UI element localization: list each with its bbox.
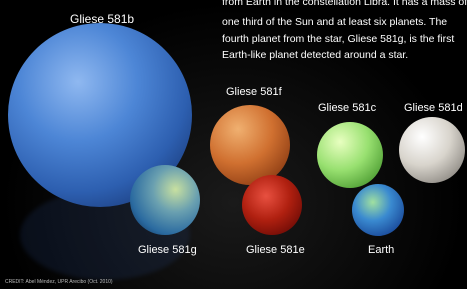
planet-gliese-581d [399,117,465,183]
caption-line: fourth planet from the star, Gliese 581g… [222,33,454,45]
caption-line: from Earth in the constellation Libra. I… [222,0,467,8]
credit: CREDIT: Abel Méndez, UPR Arecibo (Oct. 2… [5,279,113,285]
scene: Gliese 581b from Earth in the constellat… [0,0,467,289]
planet-gliese-581f [210,105,290,185]
label: Gliese 581d [404,102,463,114]
label: Gliese 581g [138,244,197,256]
caption-line: Earth-like planet detected around a star… [222,49,408,61]
label: Gliese 581f [226,86,282,98]
label: Gliese 581c [318,102,376,114]
label: Earth [368,244,394,256]
caption-line: one third of the Sun and at least six pl… [222,16,447,28]
label: Gliese 581e [246,244,305,256]
planet-gliese-581c [317,122,383,188]
planet-gliese-581e [242,175,302,235]
planet-earth [352,184,404,236]
label: Gliese 581b [70,12,134,26]
planet-gliese-581g [130,165,200,235]
